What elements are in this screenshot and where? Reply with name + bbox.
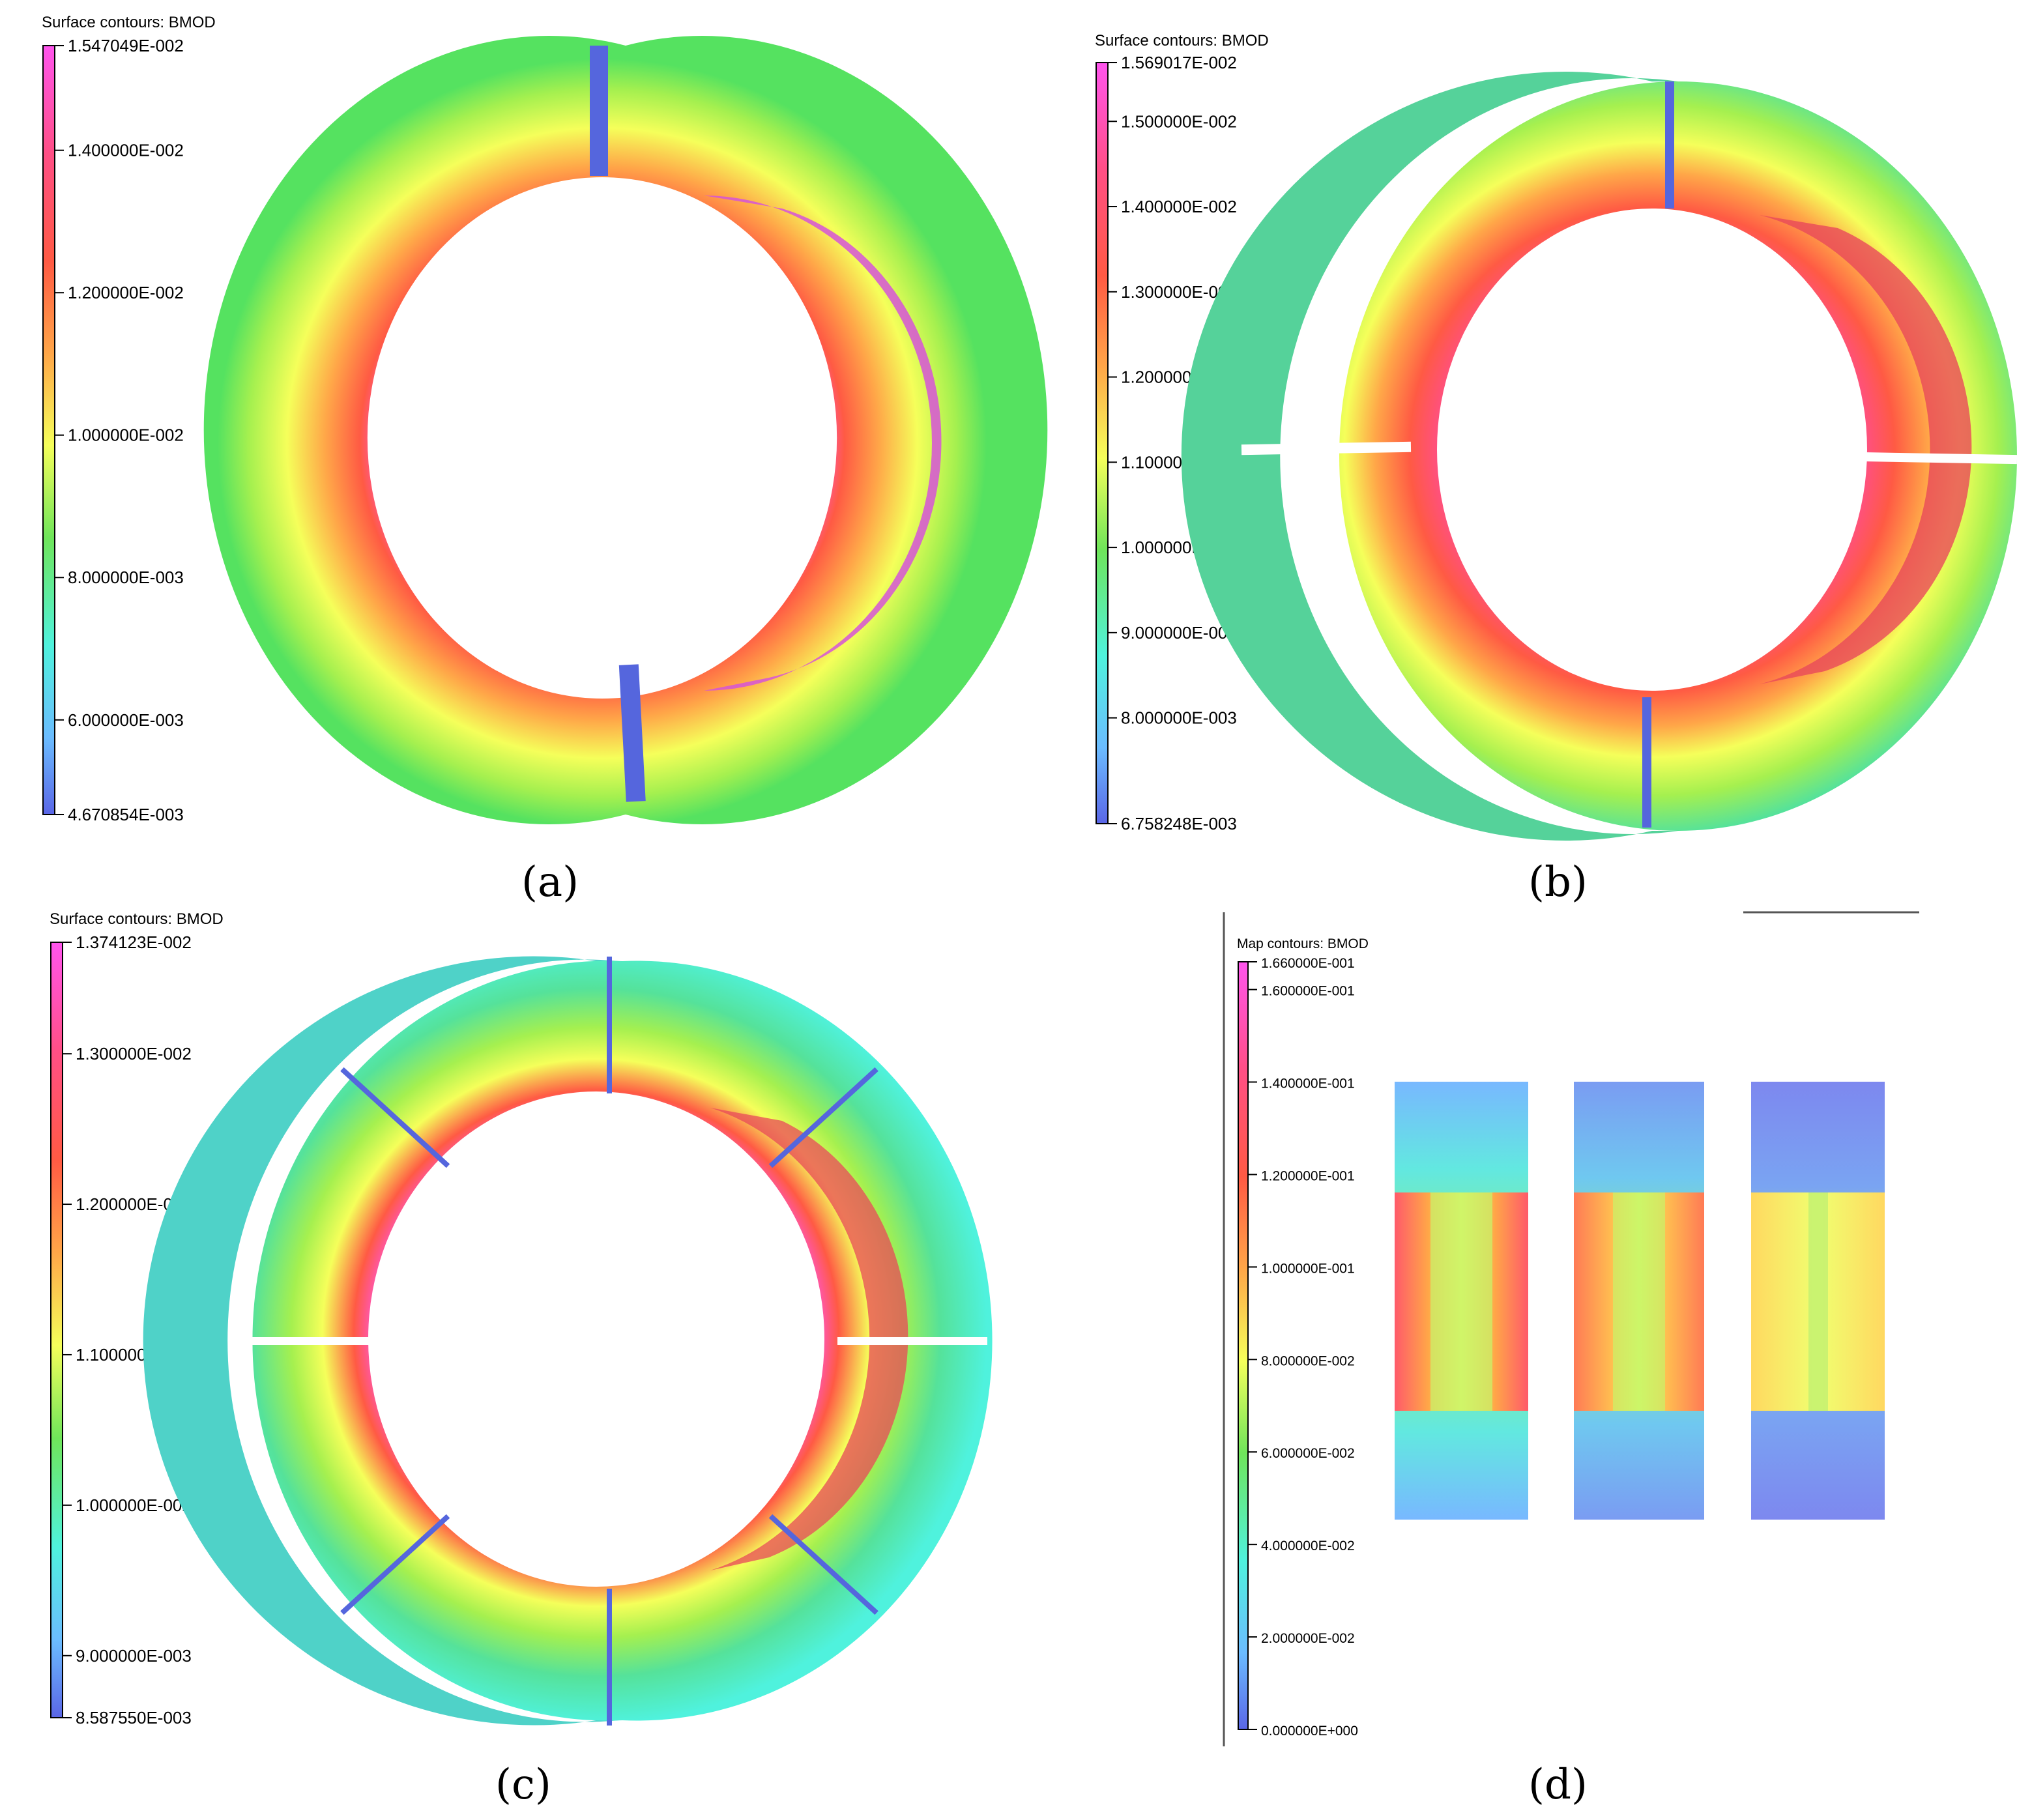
colorbar-tick-label: 8.000000E-002: [1261, 1353, 1355, 1368]
colorbar-tick-label: 1.569017E-002: [1121, 53, 1237, 72]
panel-caption-b: (b): [1528, 858, 1588, 906]
gap-top: [590, 46, 608, 176]
colorbar-tick-label: 8.000000E-003: [1121, 708, 1237, 728]
cross-section-2: [1574, 1082, 1704, 1520]
core-region: [1613, 1192, 1665, 1411]
colorbar-ticks: 1.547049E-002 1.400000E-002 1.200000E-002 1…: [55, 36, 184, 824]
gap-bottom: [1642, 697, 1651, 828]
colorbar-tick-label: 6.000000E-002: [1261, 1446, 1355, 1461]
colorbar-tick-label: 2.000000E-002: [1261, 1631, 1355, 1646]
segment-gap: [340, 1067, 450, 1168]
ring-model-c: [143, 956, 993, 1726]
panel-caption-c: (c): [495, 1761, 551, 1809]
colorbar-tick-label: 1.374123E-002: [76, 932, 192, 952]
panel-caption-a: (a): [521, 858, 579, 906]
panel-a: Surface contours: BMOD 1.547049E-002 1.40…: [42, 14, 1048, 906]
colorbar-b: Surface contours: BMOD 1.569017E-002 1.50…: [1095, 32, 1269, 833]
colorbar-tick-label: 1.400000E-001: [1261, 1076, 1355, 1091]
panel-b: Surface contours: BMOD 1.569017E-002 1.50…: [1095, 32, 2017, 906]
cross-section-1: [1395, 1082, 1528, 1520]
cross-sections: [1395, 1082, 1885, 1520]
colorbar-tick-label: 1.000000E-002: [68, 426, 184, 445]
core-region: [1808, 1192, 1828, 1411]
colorbar-tick-label: 8.000000E-003: [68, 568, 184, 587]
colorbar-title: Surface contours: BMOD: [42, 14, 216, 31]
colorbar-tick-label: 6.758248E-003: [1121, 814, 1237, 833]
colorbar-scale: [1238, 961, 1249, 1730]
gap-bottom: [618, 664, 646, 802]
colorbar-tick-label: 1.660000E-001: [1261, 956, 1355, 971]
gap-left: [1241, 441, 1412, 455]
ring-face: [203, 35, 1048, 825]
colorbar-tick-label: 1.400000E-002: [68, 141, 184, 160]
colorbar-tick-label: 9.000000E-003: [76, 1646, 192, 1666]
colorbar-tick-label: 1.500000E-002: [1121, 111, 1237, 131]
colorbar-title: Surface contours: BMOD: [1095, 32, 1269, 50]
colorbar-scale: [42, 45, 55, 815]
core-region: [1430, 1192, 1492, 1411]
segment-gap: [768, 1067, 878, 1168]
colorbar-tick-label: 1.000000E-001: [1261, 1261, 1355, 1276]
colorbar-d: Map contours: BMOD 1.660000E-001 1.600000…: [1237, 936, 1369, 1739]
colorbar-tick-label: 1.000000E-002: [76, 1495, 192, 1515]
colorbar-scale: [50, 942, 63, 1718]
colorbar-title: Map contours: BMOD: [1237, 936, 1369, 951]
ring-side: [1181, 72, 1678, 841]
panel-caption-d: (d): [1528, 1761, 1588, 1809]
segment-gaps: [231, 957, 987, 1726]
cross-section-3: [1751, 1082, 1885, 1520]
panel-c: Surface contours: BMOD 1.374123E-002 1.30…: [50, 910, 993, 1809]
colorbar-tick-label: 9.000000E-003: [1121, 623, 1237, 643]
segment-gap: [768, 1514, 878, 1615]
colorbar-tick-label: 4.000000E-002: [1261, 1538, 1355, 1553]
colorbar-tick-label: 1.600000E-001: [1261, 984, 1355, 999]
ring-side: [143, 956, 620, 1726]
colorbar-tick-label: 6.000000E-003: [68, 710, 184, 730]
colorbar-tick-label: 1.300000E-002: [76, 1044, 192, 1063]
ring-model-a: [203, 35, 1048, 825]
gap-top: [1665, 81, 1674, 209]
colorbar-ticks: 1.569017E-0021.500000E-0021.400000E-0021…: [1108, 53, 1237, 833]
colorbar-tick-label: 1.400000E-002: [1121, 197, 1237, 216]
panel-d: Map contours: BMOD 1.660000E-001 1.600000…: [1223, 911, 1919, 1809]
colorbar-a: Surface contours: BMOD 1.547049E-002 1.40…: [42, 14, 216, 824]
colorbar-tick-label: 1.200000E-001: [1261, 1168, 1355, 1183]
ring-model-b: [1181, 72, 2017, 841]
colorbar-tick-label: 4.670854E-003: [68, 805, 184, 824]
colorbar-tick-label: 8.587550E-003: [76, 1708, 192, 1727]
bore-surface: [1760, 215, 1972, 684]
gap-right: [1857, 452, 2017, 465]
colorbar-title: Surface contours: BMOD: [50, 910, 224, 928]
colorbar-scale: [1096, 62, 1109, 824]
colorbar-ticks: 1.660000E-001 1.600000E-001 1.400000E-001 1…: [1248, 956, 1358, 1739]
colorbar-tick-label: 1.547049E-002: [68, 36, 184, 55]
bore-surface: [710, 1108, 908, 1570]
segment-gap: [340, 1514, 450, 1615]
colorbar-tick-label: 1.200000E-002: [68, 283, 184, 302]
colorbar-tick-label: 0.000000E+000: [1261, 1724, 1358, 1739]
